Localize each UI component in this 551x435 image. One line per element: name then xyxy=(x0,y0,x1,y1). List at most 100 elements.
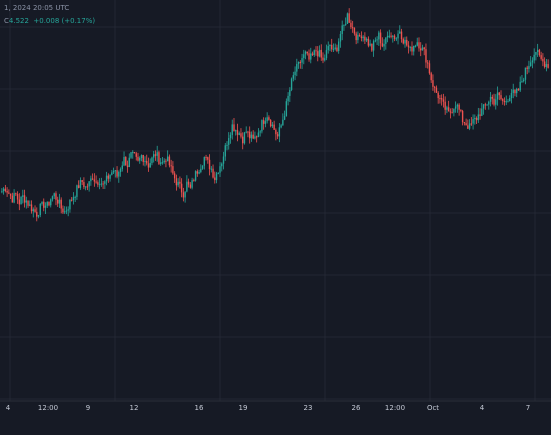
candle-body xyxy=(6,190,8,193)
candle xyxy=(43,198,45,212)
candle-body xyxy=(205,157,207,159)
grid xyxy=(0,0,551,401)
candle xyxy=(292,71,295,82)
candle-body xyxy=(119,168,122,173)
candle-body xyxy=(154,154,157,156)
candle xyxy=(39,203,41,218)
candle xyxy=(29,200,31,207)
candle-body xyxy=(271,124,274,127)
candle-body xyxy=(175,178,178,186)
time-axis[interactable]: 4 12:00 9 12 16 19 23 26 12:00 Oct 4 7 xyxy=(6,404,530,412)
candle-body xyxy=(350,22,352,28)
candle xyxy=(121,161,123,172)
candle xyxy=(177,178,179,188)
candle xyxy=(407,41,410,54)
candle-body xyxy=(393,35,396,39)
candle xyxy=(248,126,251,144)
x-tick-label: 16 xyxy=(195,404,204,412)
candle-body xyxy=(430,73,432,81)
candle-body xyxy=(182,192,185,198)
candle xyxy=(278,123,281,143)
candle xyxy=(310,47,312,64)
candle xyxy=(74,195,76,202)
candle-body xyxy=(29,204,31,206)
candle xyxy=(465,118,467,126)
candle xyxy=(25,196,28,209)
candle-body xyxy=(221,163,223,167)
candle-body xyxy=(144,160,146,162)
candle-body xyxy=(264,121,267,124)
candle xyxy=(474,114,476,125)
candle-body xyxy=(433,86,436,88)
candle xyxy=(201,165,204,170)
candle xyxy=(170,159,172,173)
candle-body xyxy=(495,99,497,105)
candle xyxy=(252,130,254,140)
candle-body xyxy=(392,35,394,37)
candle-body xyxy=(304,51,307,55)
candle-body xyxy=(292,75,295,79)
candle-body xyxy=(301,58,303,63)
candle-body xyxy=(339,34,342,42)
candle-body xyxy=(36,211,38,217)
candle xyxy=(517,88,520,91)
candle xyxy=(86,183,89,191)
candle-body xyxy=(149,163,151,168)
candle-body xyxy=(491,96,493,99)
candle-body xyxy=(41,201,43,204)
candle xyxy=(460,109,462,113)
candle-body xyxy=(317,51,319,57)
candle xyxy=(505,95,507,106)
candle xyxy=(379,29,382,50)
candle-body xyxy=(278,127,281,137)
candle-body xyxy=(545,64,548,67)
candle xyxy=(158,150,160,166)
candle-body xyxy=(18,199,21,205)
candle xyxy=(224,142,226,161)
candle xyxy=(317,46,319,62)
candle-body xyxy=(437,92,439,99)
x-tick-label: 12:00 xyxy=(385,404,405,412)
candle xyxy=(219,162,221,178)
candle xyxy=(203,156,206,170)
candle xyxy=(111,169,113,176)
candle-body xyxy=(358,35,361,37)
candle xyxy=(30,200,33,214)
candle-body xyxy=(114,170,117,172)
candle-body xyxy=(98,184,101,186)
candle-body xyxy=(166,156,169,162)
candle-body xyxy=(369,43,371,46)
candle-body xyxy=(238,133,240,135)
candle-body xyxy=(168,156,171,166)
candle xyxy=(386,31,389,43)
candle xyxy=(299,60,302,69)
candle xyxy=(118,170,120,183)
candle-body xyxy=(132,152,134,154)
candle-body xyxy=(222,156,225,164)
candle xyxy=(212,164,214,179)
candle xyxy=(137,152,139,162)
candle-body xyxy=(526,67,528,69)
candle-body xyxy=(252,134,254,139)
candle-body xyxy=(524,67,527,80)
candle xyxy=(90,175,92,186)
candle xyxy=(261,119,263,134)
candle-body xyxy=(261,120,263,132)
candle xyxy=(442,93,445,108)
candle-body xyxy=(385,37,387,44)
candle xyxy=(406,36,408,47)
candle xyxy=(313,49,315,57)
candle-body xyxy=(140,155,143,158)
candle xyxy=(362,35,364,42)
candle xyxy=(126,160,129,173)
candle-body xyxy=(351,27,354,29)
candle xyxy=(439,94,441,104)
candle-body xyxy=(505,101,507,103)
candle xyxy=(194,170,197,182)
candle xyxy=(369,39,371,47)
candle-body xyxy=(521,81,523,83)
candle xyxy=(463,121,466,126)
candle-body xyxy=(400,31,403,40)
